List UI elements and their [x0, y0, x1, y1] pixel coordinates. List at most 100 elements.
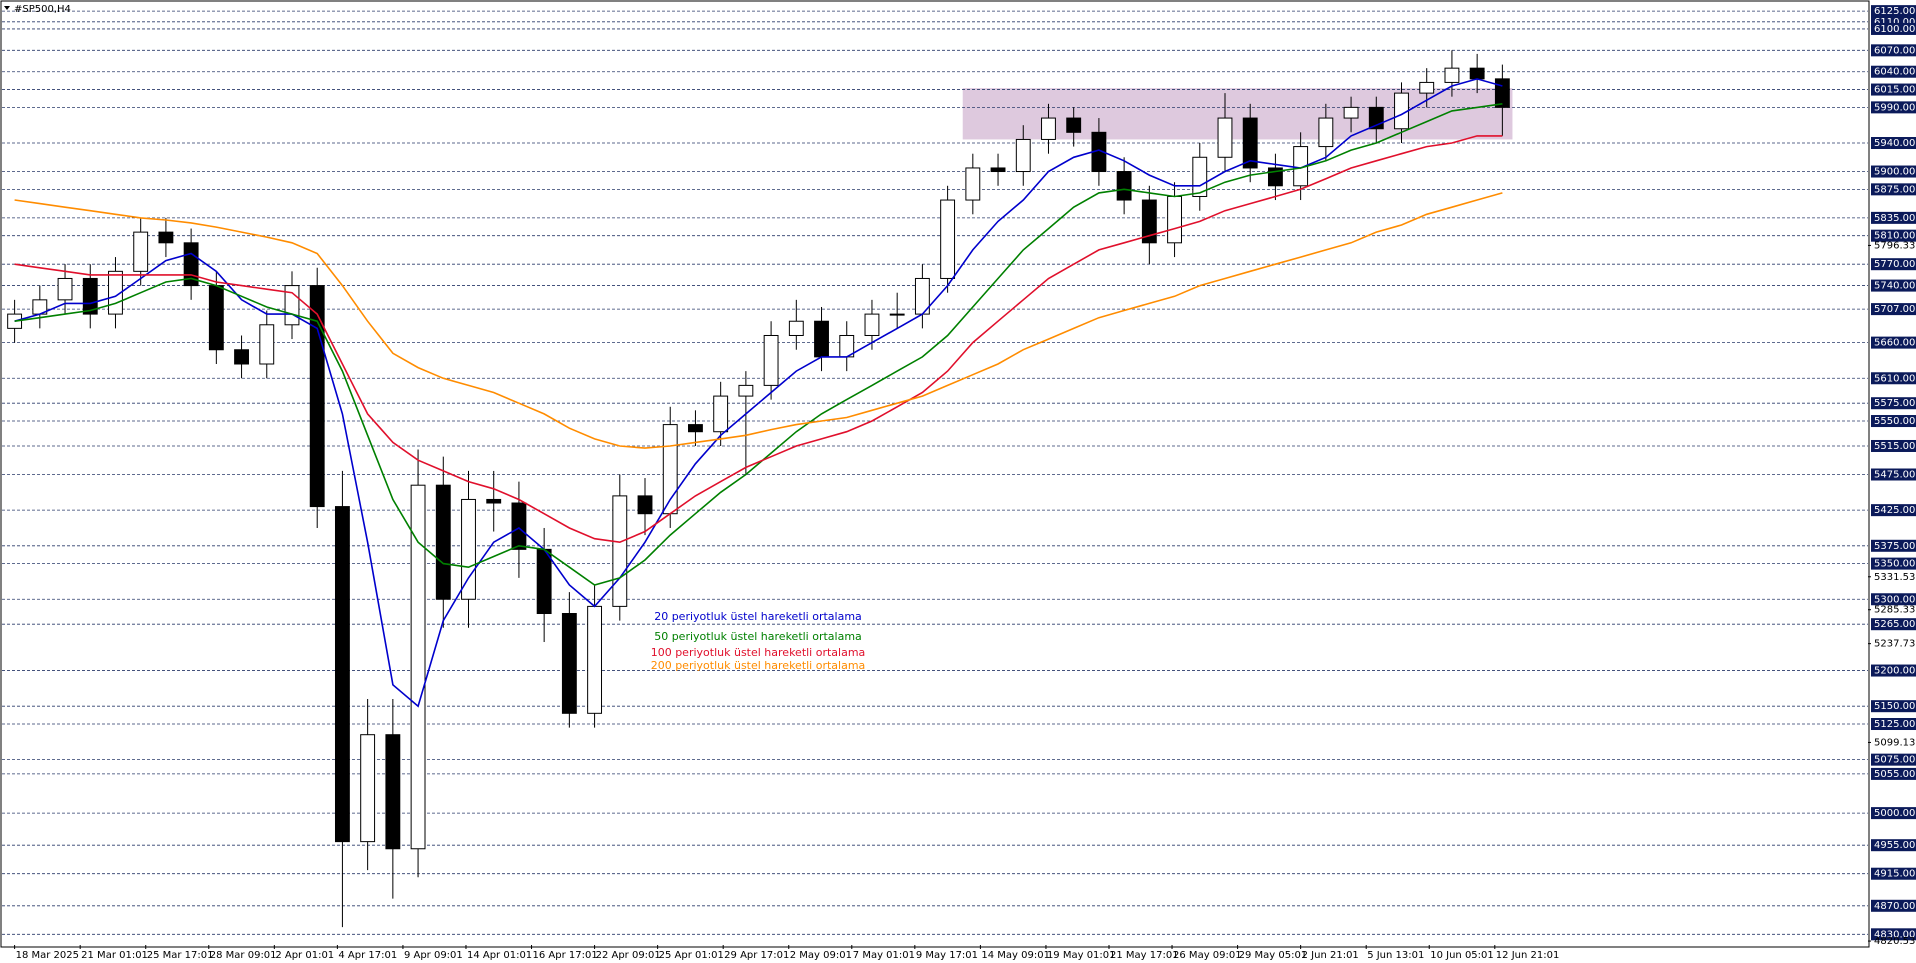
- x-tick-label: 29 May 05:01: [1239, 950, 1308, 961]
- candle-body: [965, 167, 981, 201]
- level-label-box: [1871, 397, 1916, 410]
- candle-body: [536, 548, 552, 615]
- chart-title: #SP500,H4: [14, 4, 71, 15]
- level-label-box: [1871, 5, 1916, 18]
- level-label-box: [1871, 928, 1916, 941]
- level-label-box: [1871, 258, 1916, 271]
- candle-body: [1419, 81, 1435, 94]
- level-label: 6110.00: [1874, 17, 1915, 28]
- candle-body: [1141, 199, 1157, 244]
- level-label: 5265.00: [1874, 619, 1915, 630]
- level-label: 5075.00: [1874, 755, 1915, 766]
- level-label-box: [1871, 183, 1916, 196]
- level-label-box: [1871, 229, 1916, 242]
- level-label: 5300.00: [1874, 594, 1915, 605]
- level-label-box: [1871, 557, 1916, 570]
- level-label-box: [1871, 372, 1916, 385]
- level-label: 4830.00: [1874, 929, 1915, 940]
- level-label: 5740.00: [1874, 281, 1915, 292]
- candle-body: [461, 498, 476, 600]
- level-label: 5990.00: [1874, 102, 1915, 113]
- title-icon: [4, 6, 10, 10]
- level-label-box: [1871, 336, 1916, 349]
- level-label: 5875.00: [1874, 184, 1915, 195]
- level-label: 5900.00: [1874, 167, 1915, 178]
- x-tick-label: 2 Apr 01:01: [275, 950, 334, 961]
- level-label: 6040.00: [1874, 67, 1915, 78]
- y-tick-label: 5331.53: [1874, 572, 1915, 583]
- candle-body: [788, 320, 804, 336]
- candle-body: [688, 424, 703, 433]
- candle-body: [1066, 117, 1082, 133]
- x-tick-label: 9 May 17:01: [916, 950, 978, 961]
- candle-body: [385, 734, 401, 850]
- candle-body: [360, 734, 376, 843]
- level-label: 6015.00: [1874, 85, 1915, 96]
- candle-body: [637, 495, 653, 515]
- candle-body: [1167, 195, 1182, 244]
- candle-body: [1192, 156, 1208, 197]
- y-tick-label: 5099.13: [1874, 737, 1915, 748]
- candle-body: [1494, 78, 1510, 108]
- x-tick-label: 2 May 09:01: [790, 950, 852, 961]
- level-label: 6070.00: [1874, 45, 1915, 56]
- y-tick-label: 5796.33: [1874, 240, 1915, 251]
- level-label-box: [1871, 700, 1916, 713]
- level-label-box: [1871, 101, 1916, 114]
- x-tick-label: 28 Mar 09:01: [210, 950, 277, 961]
- candle-body: [309, 285, 325, 508]
- candle-body: [990, 167, 1006, 173]
- level-label: 5940.00: [1874, 138, 1915, 149]
- level-label-box: [1871, 468, 1916, 481]
- level-label-box: [1871, 899, 1916, 912]
- x-tick-label: 9 Apr 09:01: [404, 950, 463, 961]
- level-label-box: [1871, 211, 1916, 224]
- ema-line: [14, 135, 1503, 544]
- ema-line: [14, 103, 1503, 586]
- level-label: 5550.00: [1874, 416, 1915, 427]
- level-label-box: [1871, 44, 1916, 57]
- marks-layer: [7, 50, 1510, 928]
- level-label: 5425.00: [1874, 505, 1915, 516]
- level-label-box: [1871, 539, 1916, 552]
- candle-body: [511, 502, 527, 550]
- candle-body: [486, 498, 502, 504]
- x-tick-label: 4 Apr 17:01: [338, 950, 397, 961]
- legend-entry: 20 periyotluk üstel hareketli ortalama: [654, 610, 862, 623]
- level-label-box: [1871, 415, 1916, 428]
- candle-body: [587, 605, 603, 714]
- level-label: 5055.00: [1874, 769, 1915, 780]
- legend-entry: 200 periyotluk üstel hareketli ortalama: [651, 659, 866, 672]
- level-label: 5707.00: [1874, 304, 1915, 315]
- candle-body: [234, 349, 249, 365]
- level-label: 5835.00: [1874, 213, 1915, 224]
- x-tick-label: 22 Apr 09:01: [596, 950, 661, 961]
- level-label: 5150.00: [1874, 701, 1915, 712]
- x-tick-label: 7 May 01:01: [853, 950, 915, 961]
- candle-body: [612, 495, 628, 607]
- x-tick-label: 12 Jun 21:01: [1496, 950, 1560, 961]
- level-label: 6100.00: [1874, 24, 1915, 35]
- candle-body: [1242, 117, 1258, 169]
- level-label-box: [1871, 753, 1916, 766]
- level-label: 5475.00: [1874, 470, 1915, 481]
- candle-body: [208, 285, 224, 351]
- level-label-box: [1871, 303, 1916, 316]
- x-tick-label: 14 May 09:01: [981, 950, 1050, 961]
- ema-line: [14, 192, 1503, 449]
- level-label-box: [1871, 664, 1916, 677]
- legend-entry: 50 periyotluk üstel hareketli ortalama: [654, 630, 862, 643]
- candle-body: [334, 506, 350, 843]
- candle-body: [814, 320, 829, 358]
- y-tick-label: 5285.33: [1874, 605, 1915, 616]
- candle-body: [1015, 138, 1031, 173]
- level-label: 5200.00: [1874, 666, 1915, 677]
- candle-body: [713, 395, 729, 433]
- level-label-box: [1871, 618, 1916, 631]
- candle-body: [158, 231, 174, 244]
- x-tick-label: 25 Apr 01:01: [659, 950, 724, 961]
- candle-body: [1116, 171, 1132, 201]
- level-label-box: [1871, 718, 1916, 731]
- level-label-box: [1871, 439, 1916, 452]
